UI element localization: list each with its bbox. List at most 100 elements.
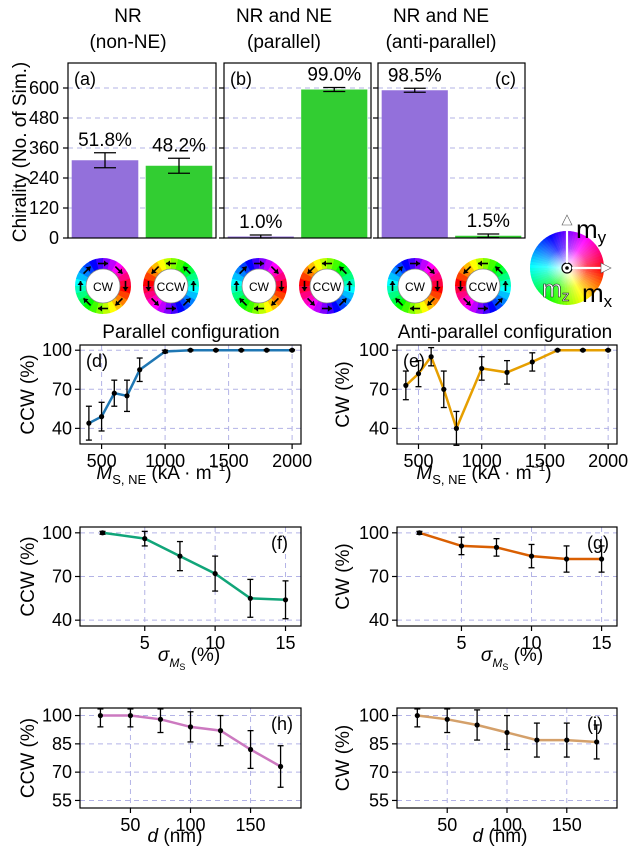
data-point: [177, 553, 183, 559]
svg-text:my: my: [576, 214, 607, 247]
data-point: [282, 597, 289, 603]
data-point: [441, 386, 447, 392]
data-point: [403, 382, 409, 388]
series-line: [102, 531, 286, 602]
data-point: [127, 712, 134, 719]
ylabel: CW (%): [333, 543, 354, 609]
ytick-label: 85: [52, 734, 72, 754]
header-a-line1: NR: [114, 6, 141, 27]
line-panel-e: 500 1000 1500 2000 40 70 100 (e) CW (%): [333, 340, 628, 471]
line-panel-frame: [79, 707, 302, 809]
series-line: [419, 531, 602, 561]
data-point: [564, 737, 570, 743]
panel-tag: (d): [86, 351, 108, 371]
xtick-label: 1500: [525, 451, 565, 471]
data-point: [414, 712, 420, 719]
bar-percent-label: 51.8%: [78, 130, 132, 151]
ytick-label: 100: [42, 523, 72, 543]
ring-ccw-icon: CCW: [299, 258, 355, 314]
title-parallel: Parallel configuration: [102, 322, 279, 343]
data-point: [238, 347, 244, 353]
ytick-label: 70: [369, 762, 389, 782]
svg-text:MS, NE (kA · m−1): MS, NE (kA · m−1): [416, 460, 551, 487]
xtick-label: 15: [276, 633, 296, 653]
ring-label: CCW: [313, 280, 342, 294]
xtick-label: 100: [492, 815, 522, 835]
ytick-label: 40: [369, 418, 389, 438]
xtick-label: 50: [120, 815, 140, 835]
ytick-label: 360: [29, 138, 59, 158]
data-point: [187, 347, 194, 353]
bar-panel-a: 0 120 240 360 480 600 51.8% 48.2% (a): [29, 62, 217, 248]
xtick-label: 5: [456, 633, 466, 653]
xtick-label: 150: [236, 815, 266, 835]
line-panel-frame: [79, 344, 302, 445]
data-point: [247, 595, 253, 601]
bar-cw: [381, 90, 448, 238]
bar-cw: [71, 160, 139, 238]
data-point: [212, 570, 218, 577]
data-point: [504, 729, 510, 736]
panel-tag: (b): [230, 69, 252, 89]
ring-cw-icon: CW: [387, 258, 443, 314]
xlabel-d: MS, NE (kA · m−1): [96, 460, 231, 487]
ylabel: CCW (%): [18, 718, 39, 798]
header-b-line1: NR and NE: [236, 6, 332, 27]
bar-percent-label: 98.5%: [388, 65, 442, 86]
ytick-label: 0: [49, 228, 59, 248]
panel-tag: (c): [495, 69, 516, 89]
bar-percent-label: 48.2%: [152, 135, 206, 156]
svg-text:mz: mz: [542, 276, 570, 305]
xtick-label: 1000: [462, 451, 502, 471]
xtick-label: 5: [140, 633, 150, 653]
bar-percent-label: 1.0%: [239, 212, 282, 233]
data-point: [187, 724, 194, 730]
bar-panel-frame: [223, 62, 372, 239]
data-point: [264, 347, 270, 353]
xtick-label: 50: [437, 815, 457, 835]
data-point: [594, 739, 600, 745]
ylabel: CCW (%): [18, 536, 39, 616]
bar-ccw: [301, 89, 368, 238]
ytick-label: 100: [359, 706, 389, 726]
xtick-label: 10: [522, 633, 542, 653]
data-point: [474, 722, 480, 728]
data-point: [493, 544, 500, 550]
ring-cw-icon: CW: [230, 258, 288, 314]
line-panel-h: 50 100 150 55 70 85 100 (h) CCW (%): [18, 706, 302, 835]
data-point: [99, 530, 106, 536]
xlabel-e: MS, NE (kA · m−1): [416, 460, 551, 487]
bar-panels: 0 120 240 360 480 600 51.8% 48.2% (a) 1.0% 99.0% (b…: [29, 62, 526, 248]
bar-ccw: [145, 165, 213, 238]
ytick-label: 70: [52, 762, 72, 782]
xlabel-h: d (nm): [148, 826, 203, 847]
title-antiparallel: Anti-parallel configuration: [398, 322, 612, 343]
line-panel-f: 5 10 15 40 70 100 (f) CCW (%): [18, 523, 302, 653]
header-c-line2: (anti-parallel): [386, 32, 497, 53]
ytick-label: 240: [29, 168, 59, 188]
data-point: [529, 359, 535, 365]
series-line: [88, 348, 293, 425]
ytick-label: 70: [52, 379, 72, 399]
data-point: [416, 530, 423, 536]
ylabel: CW (%): [333, 361, 354, 427]
data-point: [605, 347, 611, 353]
ring-ccw-icon: CCW: [143, 258, 199, 314]
data-point: [111, 390, 117, 396]
data-point: [162, 348, 168, 355]
xtick-label: 150: [552, 815, 582, 835]
line-panels: 500 1000 1500 2000 40 70 100 (d) CCW (%) 500 1000 1…: [18, 340, 628, 835]
xtick-label: 100: [175, 815, 205, 835]
ytick-label: 100: [359, 340, 389, 360]
svg-text:d (nm): d (nm): [148, 826, 203, 847]
xtick-label: 2000: [272, 451, 312, 471]
data-point: [137, 367, 143, 373]
data-point: [528, 553, 535, 559]
xtick-label: 15: [592, 633, 612, 653]
mz-label: m: [542, 276, 562, 303]
my-sub: y: [598, 228, 607, 247]
xtick-label: 500: [403, 451, 433, 471]
header-a-line2: (non-NE): [89, 32, 166, 53]
data-point: [458, 543, 465, 549]
